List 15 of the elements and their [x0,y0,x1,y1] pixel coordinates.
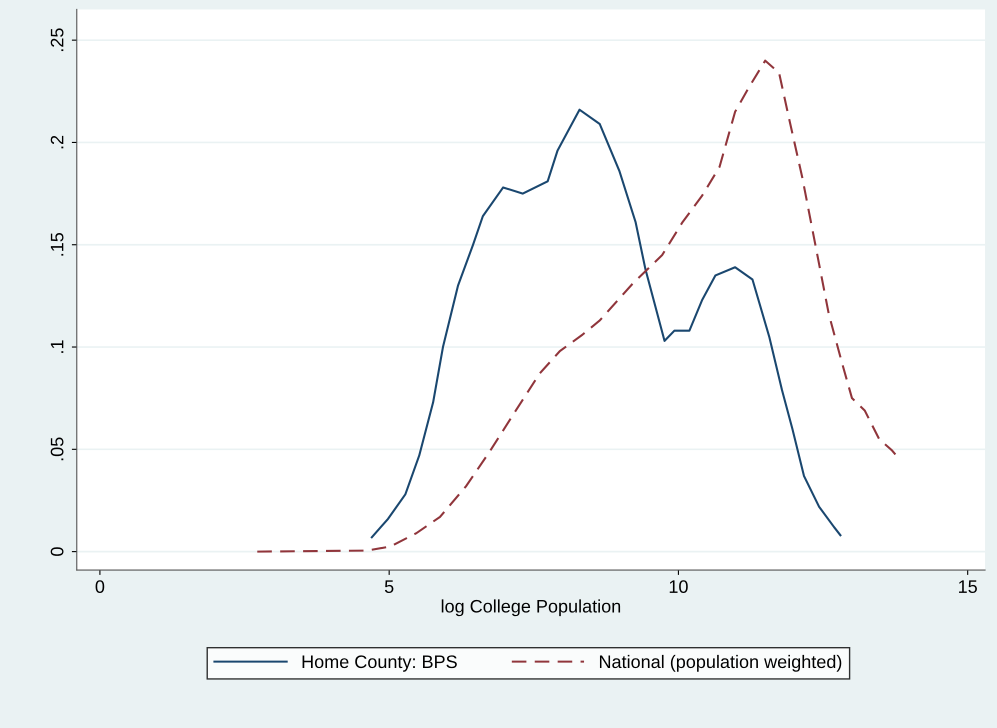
x-tick-label: 0 [96,580,104,594]
legend-label: National (population weighted) [600,654,842,672]
line-series [370,108,842,538]
x-tick-label: 10 [670,580,688,594]
x-axis-title: log College Population [442,599,620,616]
x-tick-label: 5 [384,580,394,594]
y-tick-label: .2 [50,136,64,148]
legend-label: Home County: BPS [302,655,457,672]
y-tick-label: .15 [50,232,64,256]
x-tick-label: 15 [959,580,977,594]
y-tick-label: .1 [50,340,64,353]
y-tick-label: 0 [50,547,64,556]
y-tick-label: .05 [50,438,64,460]
y-tick-label: .25 [50,28,64,52]
line-series [256,60,898,553]
